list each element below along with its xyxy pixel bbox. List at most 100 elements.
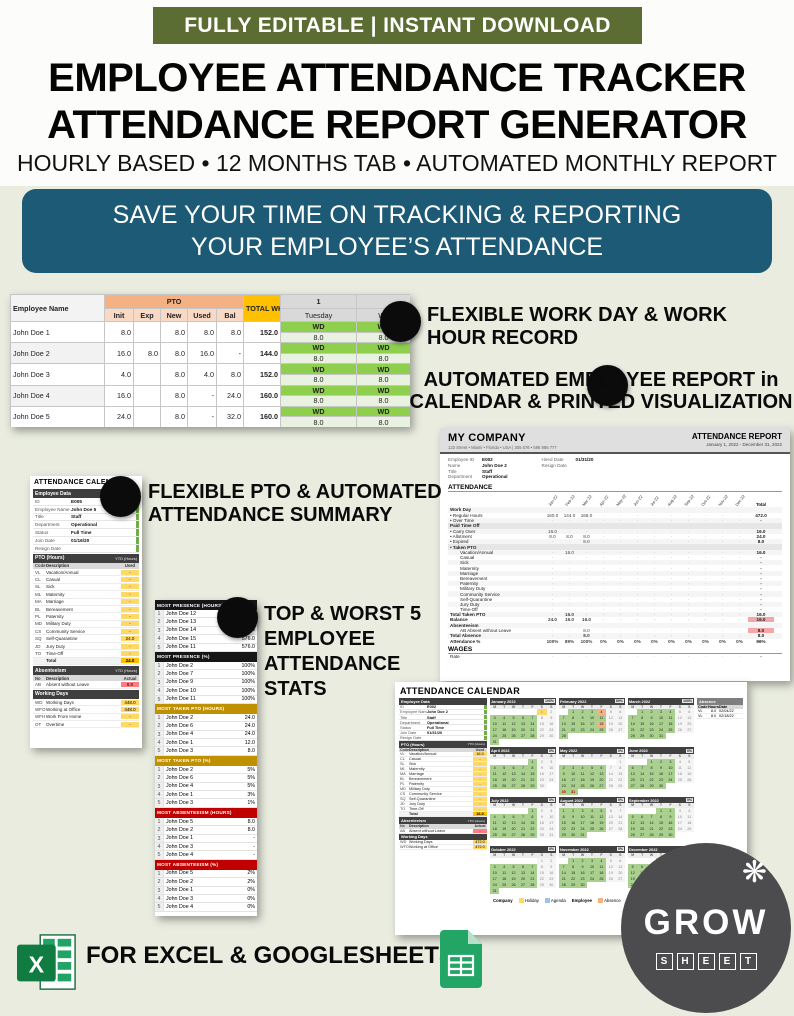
report-cell: -	[551, 570, 554, 576]
pto-row: SL Sick -	[399, 762, 487, 768]
absence-cell: 02/18/22	[719, 714, 734, 719]
report-cell: 100%	[580, 638, 593, 644]
day-cell: 17	[490, 727, 500, 734]
report-cell: -	[670, 570, 673, 576]
report-cell: -	[721, 607, 724, 613]
day-of-week-label: F	[527, 852, 538, 858]
report-row-label: AB Absent without Leave	[460, 628, 512, 634]
day-cell: 23	[577, 727, 588, 734]
total-column-label: Total	[756, 502, 766, 508]
report-cell: -	[619, 607, 622, 613]
day-cell: 20	[508, 776, 519, 783]
field-label: Title	[35, 514, 44, 520]
legend-label: Agenda	[550, 897, 566, 903]
field-label: Resign Date	[400, 735, 422, 741]
day-cell: 11	[587, 814, 597, 821]
day-cell: 11	[499, 721, 509, 728]
report-cell: -	[738, 512, 741, 518]
empty-day-cell	[559, 838, 568, 844]
day-cell: 27	[628, 782, 638, 789]
report-cell: -	[704, 539, 707, 545]
day-cell: 14	[646, 820, 657, 827]
pto-row: BL Bereavement -	[399, 777, 487, 783]
stat-rank: 5	[155, 851, 164, 859]
report-cell: -	[670, 512, 673, 518]
month-label: May-22	[615, 493, 628, 508]
day-of-week-label: W	[646, 704, 657, 710]
stat-employee-name: John Doe 11	[166, 696, 196, 703]
report-row: • Expired - - 8.0 - - - - - - - - - 8.0	[448, 539, 782, 545]
day-cell: 15	[637, 721, 647, 728]
title-line-1: EMPLOYEE ATTENDANCE TRACKER	[48, 56, 746, 100]
report-cell: 160.0	[546, 512, 559, 518]
month-label: Jul-22	[649, 495, 660, 508]
day-of-week-label: M	[628, 753, 638, 759]
empty-day-cell	[597, 789, 606, 795]
pto-code: AB	[35, 682, 42, 688]
report-cell: -	[704, 653, 707, 659]
report-total-cell: 8.0	[757, 539, 765, 545]
pto-description: Paternity	[409, 782, 424, 787]
day-cell: 25	[684, 826, 694, 833]
day-of-week-label: T	[637, 704, 647, 710]
stat-employee-name: John Doe 12	[166, 610, 197, 617]
pto-code: OT	[35, 721, 42, 727]
empty-day-cell	[559, 739, 568, 745]
report-cell: -	[602, 570, 605, 576]
report-cell: -	[653, 612, 656, 618]
stat-value: 100%	[241, 696, 255, 703]
panel-section-header: Employee Data	[399, 698, 487, 705]
employee-name: John Doe 5	[10, 405, 105, 427]
legend-company-title: Company	[493, 897, 513, 903]
day-cell: 18	[499, 727, 509, 734]
pto-description: Sick	[409, 762, 417, 767]
report-cell: 0%	[600, 638, 607, 644]
day-of-week-label: T	[656, 803, 666, 809]
day-cell: 8	[615, 764, 625, 771]
day-cell: 15	[656, 820, 666, 827]
day-cell: 23	[665, 826, 676, 833]
sheets-grid	[447, 954, 475, 977]
attendance-calendar-screenshot: ATTENDANCE CALENDAR Employee Data ID E002 Em…	[395, 682, 747, 935]
pto-value: 448.0	[121, 699, 139, 705]
day-cell: 7	[637, 764, 647, 771]
stat-rank: 1	[155, 765, 164, 774]
report-cell: -	[687, 534, 690, 540]
pto-row: BL Bereavement -	[33, 605, 139, 614]
day-cell: 22	[615, 776, 625, 783]
day-of-week-label: M	[559, 704, 569, 710]
col-day-name: Tuesday	[280, 308, 358, 322]
report-cell: -	[585, 586, 588, 592]
report-row: Sick - - - - - - - - - - - - -	[448, 560, 782, 566]
col-group-pto: PTO	[103, 294, 245, 309]
report-cell: -	[738, 617, 741, 623]
col-pto-sub: New	[160, 308, 188, 322]
day-cell: 20	[684, 721, 694, 728]
report-employee-info: Employee ID E002 Name John Doe 2 Title Staff D…	[448, 454, 782, 482]
empty-day-cell	[537, 739, 546, 745]
day-cell: 20	[628, 776, 638, 783]
stat-value: 100%	[241, 687, 255, 694]
report-cell: -	[687, 586, 690, 592]
workhours-cell: 8.0	[280, 331, 358, 344]
day-cell: 11	[596, 715, 607, 722]
report-cell: -	[602, 591, 605, 597]
section-title: Absenteeism	[401, 818, 426, 824]
day-cell: 2	[665, 808, 676, 815]
callout-line: AUTOMATED EMPLOYEE REPORT in	[423, 369, 779, 391]
col-pto-sub: Used	[187, 308, 217, 322]
report-cell: -	[670, 596, 673, 602]
stat-rank: 4	[155, 635, 164, 643]
report-cell: -	[619, 586, 622, 592]
report-cell: -	[551, 596, 554, 602]
stat-row: 2 John Doe 2 8.0	[155, 826, 257, 835]
empty-day-cell	[547, 789, 556, 795]
report-cell: -	[670, 534, 673, 540]
day-cell: 28	[628, 733, 638, 740]
day-cell: 12	[606, 715, 616, 722]
empty-day-cell	[528, 739, 537, 745]
pto-value: -	[187, 405, 217, 427]
pto-value: -	[473, 757, 487, 762]
report-cell: 8.0	[549, 534, 556, 540]
